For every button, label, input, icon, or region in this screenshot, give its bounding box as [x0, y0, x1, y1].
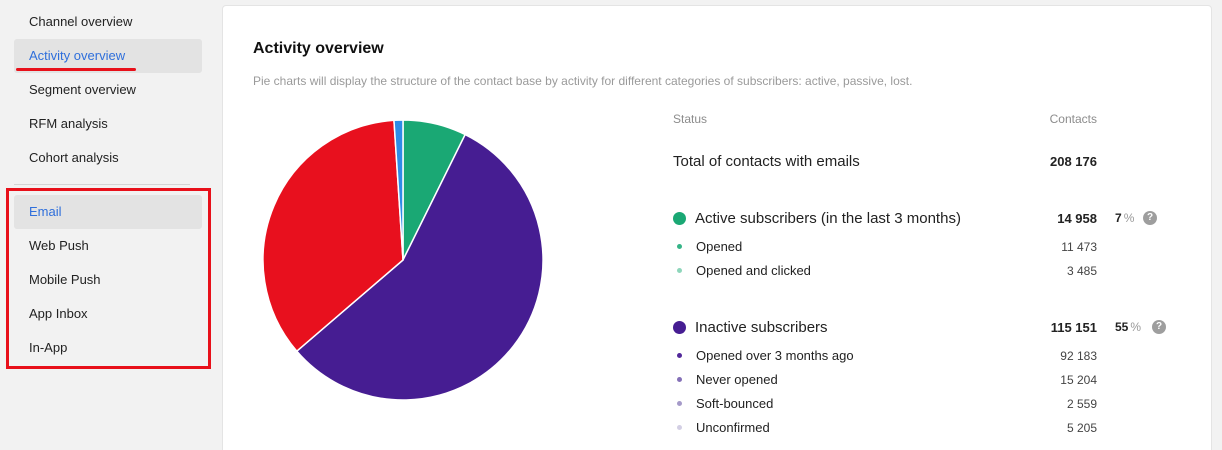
soft-bounced-label: Soft-bounced — [696, 396, 774, 411]
highlight-box — [6, 188, 211, 369]
inactive-value: 115 151 — [1050, 320, 1097, 335]
page-description: Pie charts will display the structure of… — [253, 74, 913, 88]
pie-slice-1[interactable] — [295, 133, 544, 401]
column-header-status: Status — [673, 112, 708, 126]
nav-item-web-push[interactable]: Web Push — [29, 238, 89, 253]
activity-card: Activity overview Pie charts will displa… — [222, 5, 1212, 450]
opened-over-3-months-value: 92 183 — [1060, 349, 1097, 363]
opened-dot — [677, 244, 682, 249]
pie-slice-3[interactable] — [393, 119, 404, 261]
active-dot — [673, 212, 686, 225]
help-icon[interactable]: ? — [1152, 320, 1166, 334]
opened-over-3-months-label: Opened over 3 months ago — [696, 348, 854, 363]
stats-table: Status Contacts Total of contacts with e… — [673, 6, 1097, 450]
sidebar: Channel overview Activity overview Segme… — [0, 0, 214, 450]
active-value: 14 958 — [1057, 211, 1097, 226]
total-value: 208 176 — [1050, 154, 1097, 169]
column-header-contacts: Contacts — [1049, 112, 1097, 126]
nav-item-mobile-push[interactable]: Mobile Push — [29, 272, 101, 287]
active-percent: 7% — [1115, 211, 1134, 225]
never-opened-value: 15 204 — [1060, 373, 1097, 387]
soft-bounced-value: 2 559 — [1066, 397, 1097, 411]
nav-item-channel-overview[interactable]: Channel overview — [29, 14, 133, 29]
active-percent-symbol: % — [1123, 211, 1135, 225]
never-opened-label: Never opened — [696, 372, 778, 387]
opened-label: Opened — [696, 239, 743, 254]
help-icon[interactable]: ? — [1143, 211, 1157, 225]
total-label: Total of contacts with emails — [673, 153, 860, 170]
page-title: Activity overview — [253, 40, 384, 57]
active-underline — [16, 68, 136, 71]
unconfirmed-value: 5 205 — [1066, 421, 1097, 435]
nav-item-in-app[interactable]: In-App — [29, 340, 68, 355]
activity-pie-chart — [262, 119, 544, 401]
inactive-percent: 55% — [1115, 320, 1141, 334]
opened-clicked-label: Opened and clicked — [696, 263, 811, 278]
nav-item-rfm-analysis[interactable]: RFM analysis — [29, 116, 108, 131]
active-percent-value: 7 — [1115, 211, 1122, 225]
active-label: Active subscribers (in the last 3 months… — [695, 210, 961, 227]
opened-clicked-dot — [677, 268, 682, 273]
nav-item-activity-overview[interactable]: Activity overview — [14, 39, 202, 73]
nav-item-email[interactable]: Email — [14, 195, 202, 229]
inactive-dot — [673, 321, 686, 334]
inactive-percent-symbol: % — [1130, 320, 1142, 334]
sidebar-divider — [14, 184, 190, 185]
opened-over-3-months-dot — [677, 353, 682, 358]
inactive-percent-value: 55 — [1115, 320, 1129, 334]
nav-item-cohort-analysis[interactable]: Cohort analysis — [29, 150, 119, 165]
unconfirmed-dot — [677, 425, 682, 430]
opened-clicked-value: 3 485 — [1066, 264, 1097, 278]
nav-item-segment-overview[interactable]: Segment overview — [29, 82, 136, 97]
opened-value: 11 473 — [1061, 240, 1097, 254]
unconfirmed-label: Unconfirmed — [696, 420, 770, 435]
pie-slice-2[interactable] — [262, 119, 404, 353]
never-opened-dot — [677, 377, 682, 382]
soft-bounced-dot — [677, 401, 682, 406]
nav-item-app-inbox[interactable]: App Inbox — [29, 306, 88, 321]
inactive-label: Inactive subscribers — [695, 319, 828, 336]
